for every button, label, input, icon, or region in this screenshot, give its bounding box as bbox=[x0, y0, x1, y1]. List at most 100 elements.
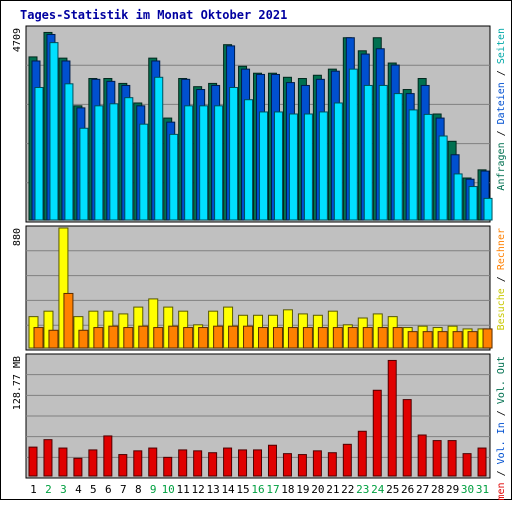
legend-bot-text: Volumen / Vol. In / Vol. Out bbox=[496, 356, 507, 500]
bar-volumen-day-12 bbox=[193, 450, 203, 477]
x-label-day-6: 6 bbox=[105, 483, 112, 496]
bar-seiten-day-9 bbox=[154, 76, 164, 221]
bar-rechner-day-24 bbox=[377, 327, 388, 349]
bar-rechner-day-4 bbox=[78, 329, 89, 349]
x-label-day-3: 3 bbox=[60, 483, 67, 496]
legend-separator: / bbox=[496, 404, 507, 422]
legend-dateien: Dateien bbox=[496, 82, 507, 124]
bar-seiten-day-29 bbox=[453, 173, 463, 221]
bar-seiten-day-4 bbox=[79, 127, 89, 221]
bar-rechner-day-19 bbox=[302, 327, 313, 349]
bar-seiten-day-22 bbox=[348, 68, 358, 221]
bar-volumen-day-15 bbox=[238, 449, 248, 477]
legend-bottom: Volumen / Vol. In / Vol. Out bbox=[496, 356, 507, 505]
bar-seiten-day-14 bbox=[229, 86, 239, 221]
bar-rechner-day-27 bbox=[422, 331, 433, 349]
bar-seiten-day-21 bbox=[333, 102, 343, 221]
x-label-day-23: 23 bbox=[356, 483, 369, 496]
x-label-day-2: 2 bbox=[45, 483, 52, 496]
x-label-day-22: 22 bbox=[341, 483, 354, 496]
legend-volumen: Volumen bbox=[496, 482, 507, 500]
legend-anfragen: Anfragen bbox=[496, 142, 507, 190]
x-label-day-29: 29 bbox=[446, 483, 459, 496]
bar-seiten-day-7 bbox=[124, 97, 134, 221]
bar-seiten-day-28 bbox=[438, 135, 448, 221]
bar-volumen-day-29 bbox=[447, 440, 457, 477]
panel-visits: 880 bbox=[12, 225, 493, 351]
legend-mid-text: Besuche / Rechner bbox=[496, 228, 507, 330]
bar-rechner-day-30 bbox=[467, 331, 478, 349]
x-label-day-24: 24 bbox=[371, 483, 385, 496]
bar-volumen-day-27 bbox=[417, 434, 427, 477]
bar-rechner-day-17 bbox=[272, 327, 283, 349]
bar-rechner-day-14 bbox=[228, 325, 239, 349]
legend-rechner: Rechner bbox=[496, 228, 507, 270]
bar-seiten-day-16 bbox=[259, 111, 269, 221]
bar-volumen-day-9 bbox=[148, 447, 158, 477]
bar-seiten-day-5 bbox=[94, 105, 104, 221]
bar-rechner-day-29 bbox=[452, 331, 463, 349]
x-label-day-18: 18 bbox=[281, 483, 294, 496]
x-label-day-19: 19 bbox=[296, 483, 309, 496]
legend-seiten: Seiten bbox=[496, 28, 507, 64]
x-label-day-27: 27 bbox=[416, 483, 429, 496]
chart-title: Tages-Statistik im Monat Oktober 2021 bbox=[20, 8, 287, 22]
bar-volumen-day-24 bbox=[372, 389, 382, 477]
bar-rechner-day-2 bbox=[48, 329, 59, 349]
panel-volume: 128.77 MB bbox=[12, 353, 491, 479]
bar-volumen-day-21 bbox=[327, 452, 337, 477]
bar-seiten-day-10 bbox=[169, 133, 179, 221]
x-label-day-28: 28 bbox=[431, 483, 444, 496]
bar-seiten-day-3 bbox=[64, 83, 74, 221]
legend-top: Anfragen / Dateien / Seiten bbox=[496, 28, 507, 191]
x-label-day-15: 15 bbox=[236, 483, 249, 496]
legend-vol-out: Vol. Out bbox=[496, 356, 507, 404]
bar-volumen-day-17 bbox=[267, 444, 277, 477]
bar-rechner-day-8 bbox=[138, 325, 149, 349]
bar-rechner-day-20 bbox=[317, 327, 328, 349]
y-max-label: 4709 bbox=[12, 28, 23, 52]
legend-top-text: Anfragen / Dateien / Seiten bbox=[496, 28, 507, 191]
bar-volumen-day-14 bbox=[223, 447, 233, 477]
bar-seiten-day-23 bbox=[363, 84, 373, 221]
bar-rechner-day-18 bbox=[287, 327, 298, 349]
bar-seiten-day-30 bbox=[468, 186, 478, 221]
bar-seiten-day-25 bbox=[393, 93, 403, 221]
bar-rechner-day-3 bbox=[63, 292, 74, 349]
bar-rechner-day-6 bbox=[108, 325, 119, 349]
bar-rechner-day-12 bbox=[198, 327, 209, 349]
legend-separator: / bbox=[496, 64, 507, 82]
bar-volumen-day-30 bbox=[462, 453, 472, 477]
bar-seiten-day-17 bbox=[273, 111, 283, 221]
x-label-day-14: 14 bbox=[221, 483, 235, 496]
bar-volumen-day-7 bbox=[118, 454, 128, 477]
x-label-day-20: 20 bbox=[311, 483, 324, 496]
x-label-day-8: 8 bbox=[135, 483, 142, 496]
bar-volumen-day-22 bbox=[342, 443, 352, 477]
bar-volumen-day-10 bbox=[163, 456, 173, 477]
x-axis-day-labels: 1 2 3 4 5 6 7 8 9 10 11 12 13 14 15 16 17 18 19 20 21 22 23 24 2… bbox=[30, 483, 489, 496]
x-label-day-21: 21 bbox=[326, 483, 339, 496]
bar-seiten-day-15 bbox=[244, 99, 254, 221]
bar-volumen-day-26 bbox=[402, 399, 412, 477]
x-label-day-1: 1 bbox=[30, 483, 37, 496]
bar-seiten-day-24 bbox=[378, 84, 388, 221]
bar-seiten-day-27 bbox=[423, 113, 433, 221]
bar-rechner-day-25 bbox=[392, 327, 403, 349]
bar-seiten-day-13 bbox=[214, 105, 224, 221]
x-label-day-9: 9 bbox=[150, 483, 157, 496]
panel-requests: 4709 bbox=[12, 25, 493, 223]
x-label-day-11: 11 bbox=[177, 483, 190, 496]
bar-rechner-day-26 bbox=[407, 331, 418, 349]
bar-volumen-day-28 bbox=[432, 440, 442, 477]
bar-rechner-day-9 bbox=[153, 327, 164, 349]
x-label-day-17: 17 bbox=[266, 483, 279, 496]
legend-separator: / bbox=[496, 270, 507, 288]
bar-volumen-day-23 bbox=[357, 430, 367, 477]
x-label-day-26: 26 bbox=[401, 483, 414, 496]
bar-seiten-day-26 bbox=[408, 109, 418, 221]
x-label-day-10: 10 bbox=[162, 483, 175, 496]
bar-seiten-day-2 bbox=[49, 42, 59, 221]
